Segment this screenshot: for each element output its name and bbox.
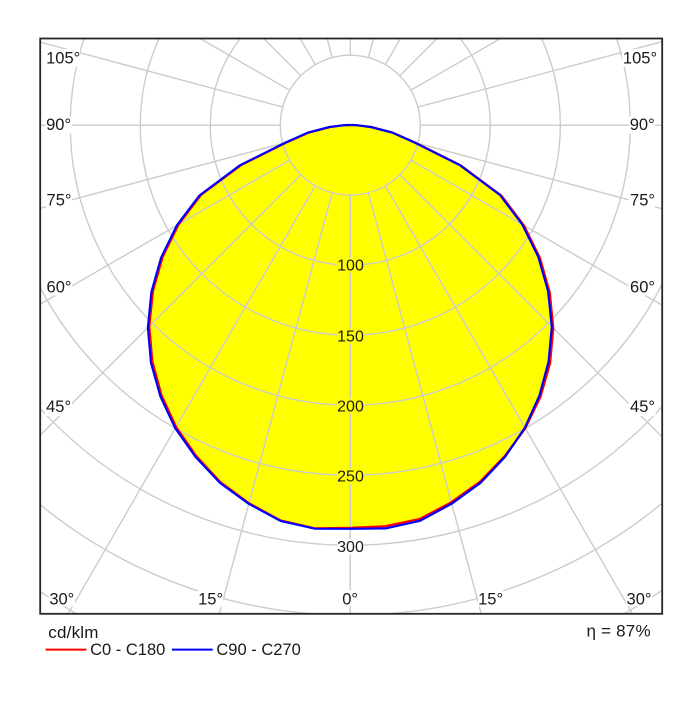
svg-text:60°: 60° — [47, 278, 72, 296]
svg-text:60°: 60° — [630, 278, 655, 296]
svg-text:200: 200 — [337, 399, 364, 416]
svg-text:45°: 45° — [46, 398, 71, 416]
svg-text:90°: 90° — [630, 116, 655, 134]
svg-text:45°: 45° — [630, 398, 655, 416]
svg-text:105°: 105° — [623, 49, 657, 67]
svg-text:100: 100 — [337, 258, 364, 275]
svg-text:15°: 15° — [198, 591, 223, 609]
svg-text:30°: 30° — [49, 591, 74, 609]
svg-text:C0 - C180: C0 - C180 — [90, 641, 165, 659]
svg-text:75°: 75° — [630, 192, 655, 210]
svg-text:C90 - C270: C90 - C270 — [216, 641, 300, 659]
svg-text:0°: 0° — [342, 591, 358, 609]
svg-text:105°: 105° — [46, 49, 80, 67]
svg-text:75°: 75° — [47, 192, 72, 210]
svg-text:15°: 15° — [478, 591, 503, 609]
svg-text:150: 150 — [337, 329, 364, 346]
svg-text:250: 250 — [337, 469, 364, 486]
svg-text:30°: 30° — [627, 591, 652, 609]
svg-text:300: 300 — [337, 539, 364, 556]
svg-text:η = 87%: η = 87% — [587, 622, 651, 641]
svg-text:90°: 90° — [46, 116, 71, 134]
svg-text:cd/klm: cd/klm — [48, 623, 98, 642]
